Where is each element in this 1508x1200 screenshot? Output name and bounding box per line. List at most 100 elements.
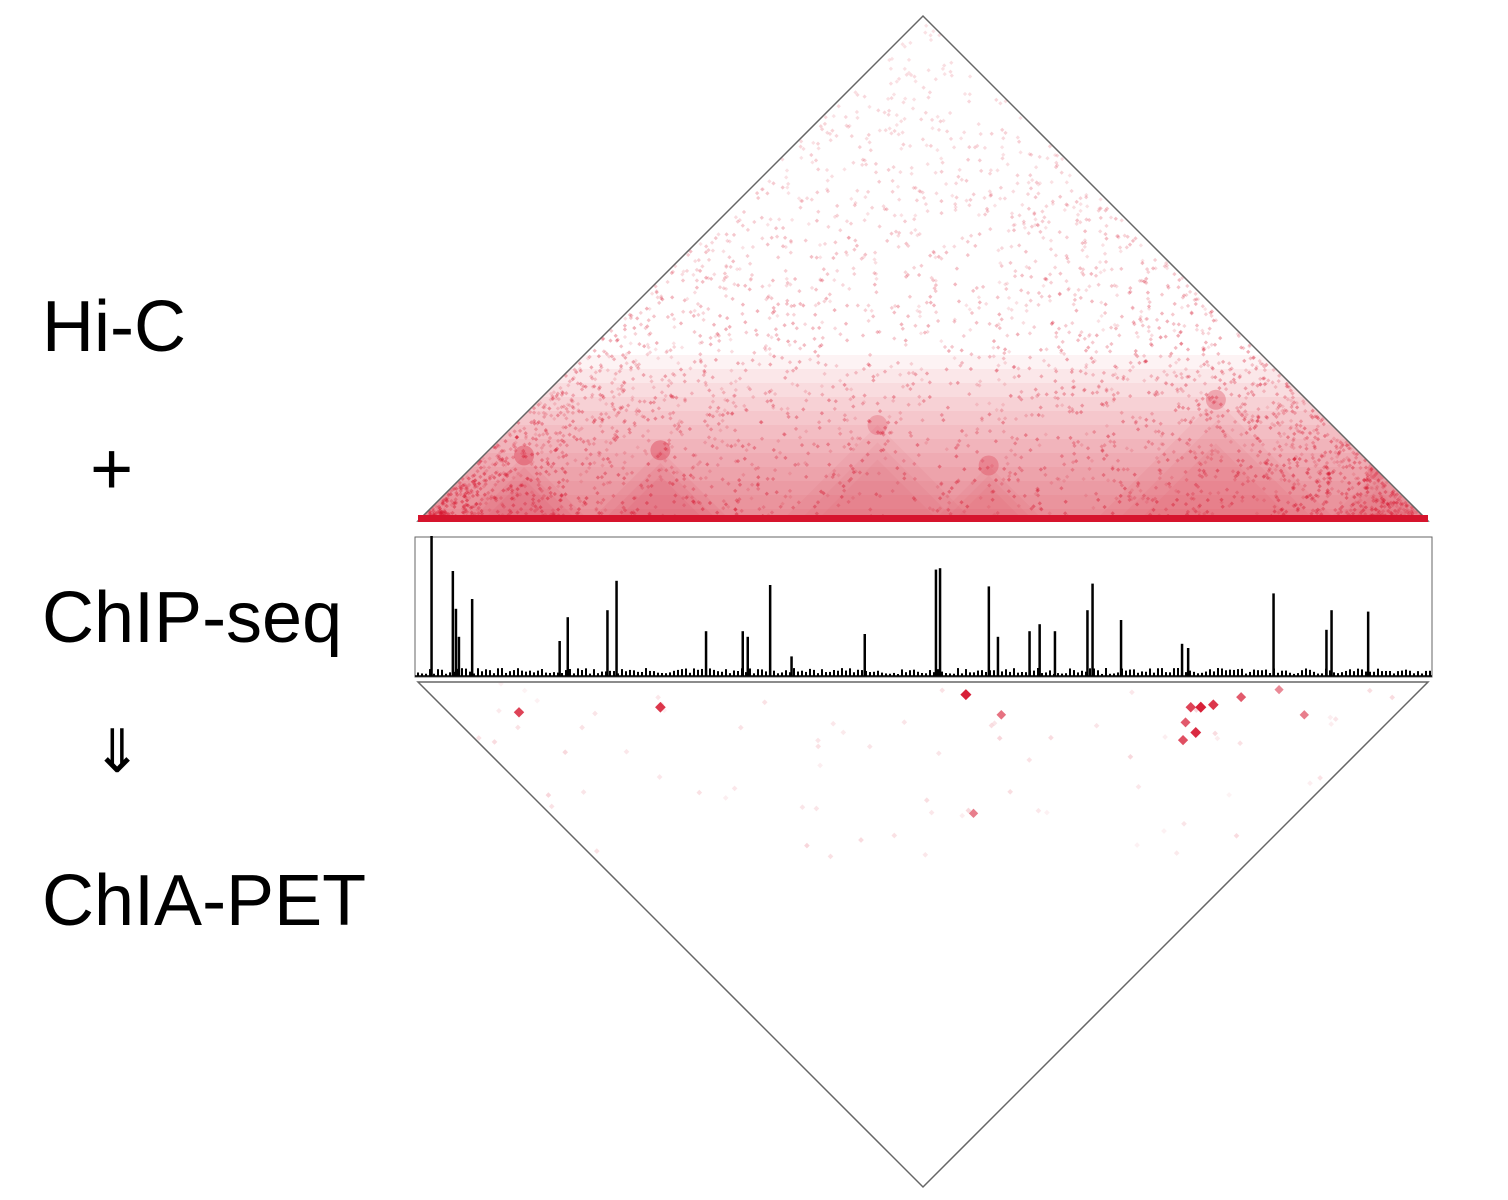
hic-pixel <box>1304 442 1309 448</box>
hic-pixel <box>478 465 484 470</box>
hic-pixel <box>1255 419 1260 424</box>
hic-pixel <box>653 504 658 510</box>
hic-pixel <box>1327 479 1333 484</box>
hic-pixel <box>1284 442 1289 447</box>
hic-pixel <box>974 320 979 325</box>
hic-pixel <box>1353 455 1359 460</box>
hic-pixel <box>1304 446 1309 451</box>
hic-pixel <box>1045 156 1050 161</box>
hic-pixel <box>663 446 668 452</box>
chipseq-background-bar <box>701 668 703 676</box>
hic-pixel <box>550 396 555 402</box>
hic-pixel <box>851 160 856 165</box>
hic-pixel <box>928 300 933 305</box>
hic-background-band <box>418 467 1428 521</box>
chipseq-background-bar <box>1381 671 1383 676</box>
hic-pixel <box>1002 351 1007 356</box>
hic-pixel <box>951 145 957 150</box>
hic-pixel <box>1129 497 1134 502</box>
hic-pixel <box>648 331 653 336</box>
hic-background-band <box>418 369 1428 521</box>
hic-pixel <box>1137 317 1143 322</box>
chipseq-background-bar <box>1333 672 1335 676</box>
hic-pixel <box>766 333 771 338</box>
hic-pixel <box>1012 274 1018 279</box>
hic-pixel <box>811 140 816 145</box>
hic-pixel <box>791 505 796 510</box>
hic-pixel <box>1247 370 1252 375</box>
hic-pixel <box>1282 431 1287 437</box>
chipseq-background-bar <box>849 668 851 676</box>
hic-pixel <box>1338 500 1343 505</box>
chiapet-loop <box>960 689 972 701</box>
hic-pixel <box>1013 268 1018 274</box>
hic-pixel <box>453 486 458 491</box>
hic-pixel <box>1300 487 1306 492</box>
hic-pixel <box>636 366 641 371</box>
hic-pixel <box>780 225 786 231</box>
hic-pixel <box>1142 279 1147 284</box>
hic-pixel <box>440 502 445 507</box>
chipseq-background-bar <box>513 670 515 676</box>
hic-pixel <box>958 363 963 368</box>
hic-pixel <box>836 104 841 109</box>
chipseq-background-bar <box>909 670 911 676</box>
hic-pixel <box>461 506 466 511</box>
hic-pixel <box>539 445 544 451</box>
hic-pixel <box>568 503 573 508</box>
hic-pixel <box>695 301 701 307</box>
chipseq-background-bar <box>1185 672 1187 676</box>
hic-pixel <box>822 241 828 246</box>
hic-pixel <box>1064 235 1070 240</box>
hic-pixel <box>692 329 697 335</box>
hic-pixel <box>663 393 668 398</box>
hic-pixel <box>790 368 796 373</box>
hic-pixel <box>890 189 895 194</box>
hic-pixel <box>1121 376 1126 381</box>
chipseq-background-bar <box>1109 673 1111 676</box>
chipseq-background-bar <box>937 669 939 676</box>
hic-pixel <box>952 244 957 249</box>
hic-pixel <box>529 461 534 467</box>
hic-pixel <box>1119 410 1124 415</box>
hic-pixel <box>1003 130 1008 136</box>
hic-pixel <box>831 114 836 119</box>
hic-pixel <box>966 99 972 104</box>
hic-pixel <box>872 250 878 255</box>
hic-pixel <box>509 496 514 501</box>
chiapet-weak-contact <box>593 848 600 854</box>
hic-pixel <box>672 373 677 378</box>
hic-pixel <box>1050 199 1055 204</box>
hic-pixel <box>700 507 705 512</box>
hic-pixel <box>1203 408 1209 413</box>
hic-pixel <box>1316 470 1321 475</box>
hic-pixel <box>563 470 568 475</box>
hic-pixel <box>1112 440 1117 445</box>
chiapet-weak-contact <box>545 792 552 798</box>
chiapet-weak-contact <box>761 699 768 706</box>
hic-pixel <box>1110 511 1115 516</box>
hic-pixel <box>693 453 698 458</box>
hic-pixel <box>1002 196 1008 201</box>
hic-pixel <box>1148 337 1153 342</box>
hic-pixel <box>463 502 469 507</box>
hic-pixel <box>1234 405 1240 411</box>
hic-pixel <box>1112 478 1117 483</box>
hic-pixel <box>1303 458 1308 463</box>
hic-pixel <box>1146 390 1152 395</box>
chipseq-background-bar <box>1249 671 1251 676</box>
hic-pixel <box>1164 261 1169 266</box>
hic-pixel <box>621 420 627 425</box>
hic-pixel <box>684 268 690 274</box>
hic-pixel <box>1183 366 1189 372</box>
hic-pixel <box>1170 312 1175 317</box>
hic-pixel <box>737 266 742 272</box>
hic-pixel <box>1024 308 1029 314</box>
hic-pixel <box>781 432 787 437</box>
hic-pixel <box>1178 329 1183 334</box>
hic-pixel <box>678 321 684 326</box>
hic-pixel <box>834 363 839 369</box>
hic-pixel <box>499 448 505 454</box>
hic-pixel <box>1376 479 1381 484</box>
hic-pixel <box>895 184 901 189</box>
